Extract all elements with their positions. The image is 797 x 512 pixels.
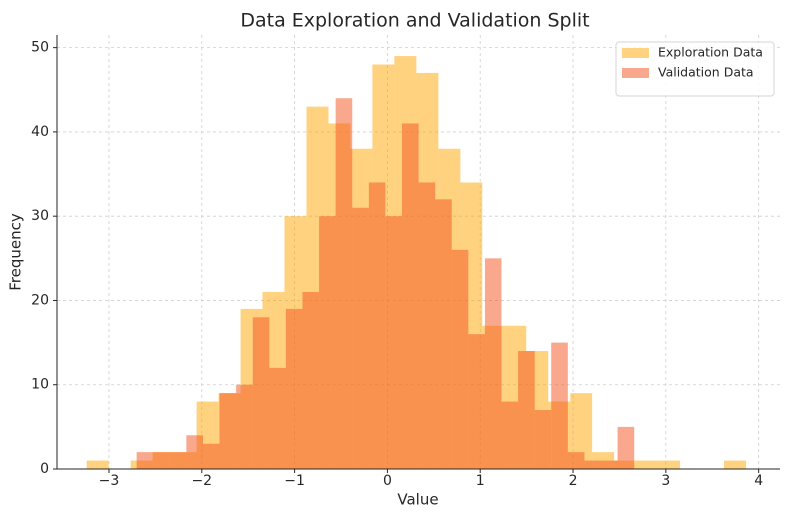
y-tick-label: 50 <box>31 40 49 56</box>
bar <box>501 401 519 469</box>
bar <box>136 452 154 469</box>
bar <box>518 351 535 469</box>
bar <box>385 216 402 469</box>
x-tick-label: 2 <box>569 473 578 489</box>
bar <box>636 460 659 469</box>
chart-title: Data Exploration and Validation Split <box>240 10 589 32</box>
bar <box>285 308 303 469</box>
bar <box>302 292 320 469</box>
legend-box <box>615 41 775 97</box>
y-tick-label: 30 <box>31 208 49 224</box>
x-tick-label: −2 <box>191 473 212 489</box>
bar <box>584 460 602 469</box>
x-tick-label: 1 <box>476 473 485 489</box>
x-tick-label: −3 <box>99 473 120 489</box>
bar <box>451 249 469 469</box>
x-tick-label: −1 <box>284 473 305 489</box>
x-tick-label: 0 <box>383 473 392 489</box>
bar <box>551 342 568 469</box>
bar <box>153 452 170 469</box>
y-tick-label: 20 <box>31 292 49 308</box>
bar <box>368 182 386 470</box>
bar <box>335 98 353 469</box>
bar <box>252 317 270 469</box>
bar <box>401 123 419 469</box>
x-tick-label: 3 <box>661 473 670 489</box>
bar <box>567 452 585 469</box>
bar <box>418 182 436 470</box>
bar <box>169 452 187 469</box>
y-axis-label: Frequency <box>7 213 25 291</box>
y-tick-label: 10 <box>31 377 49 393</box>
bar <box>236 384 253 469</box>
bar <box>186 435 203 469</box>
y-tick-label: 40 <box>31 124 49 140</box>
x-axis-label: Value <box>397 491 438 509</box>
bar <box>202 443 220 469</box>
bar <box>534 410 552 469</box>
legend-swatch <box>622 48 649 58</box>
bar <box>269 367 286 469</box>
bar <box>219 393 237 469</box>
legend-label: Validation Data <box>658 65 754 80</box>
bar <box>484 258 502 469</box>
bar <box>352 207 369 470</box>
bar <box>724 460 747 469</box>
legend-label: Exploration Data <box>658 45 763 60</box>
bar <box>617 426 635 469</box>
bar <box>570 393 593 469</box>
bar <box>435 199 452 470</box>
bar <box>658 460 681 469</box>
legend-swatch <box>622 68 649 78</box>
bar <box>601 460 618 469</box>
bar <box>86 460 109 469</box>
y-tick-label: 0 <box>40 461 49 477</box>
bar <box>319 216 336 469</box>
x-tick-label: 4 <box>754 473 763 489</box>
bar <box>468 334 485 469</box>
